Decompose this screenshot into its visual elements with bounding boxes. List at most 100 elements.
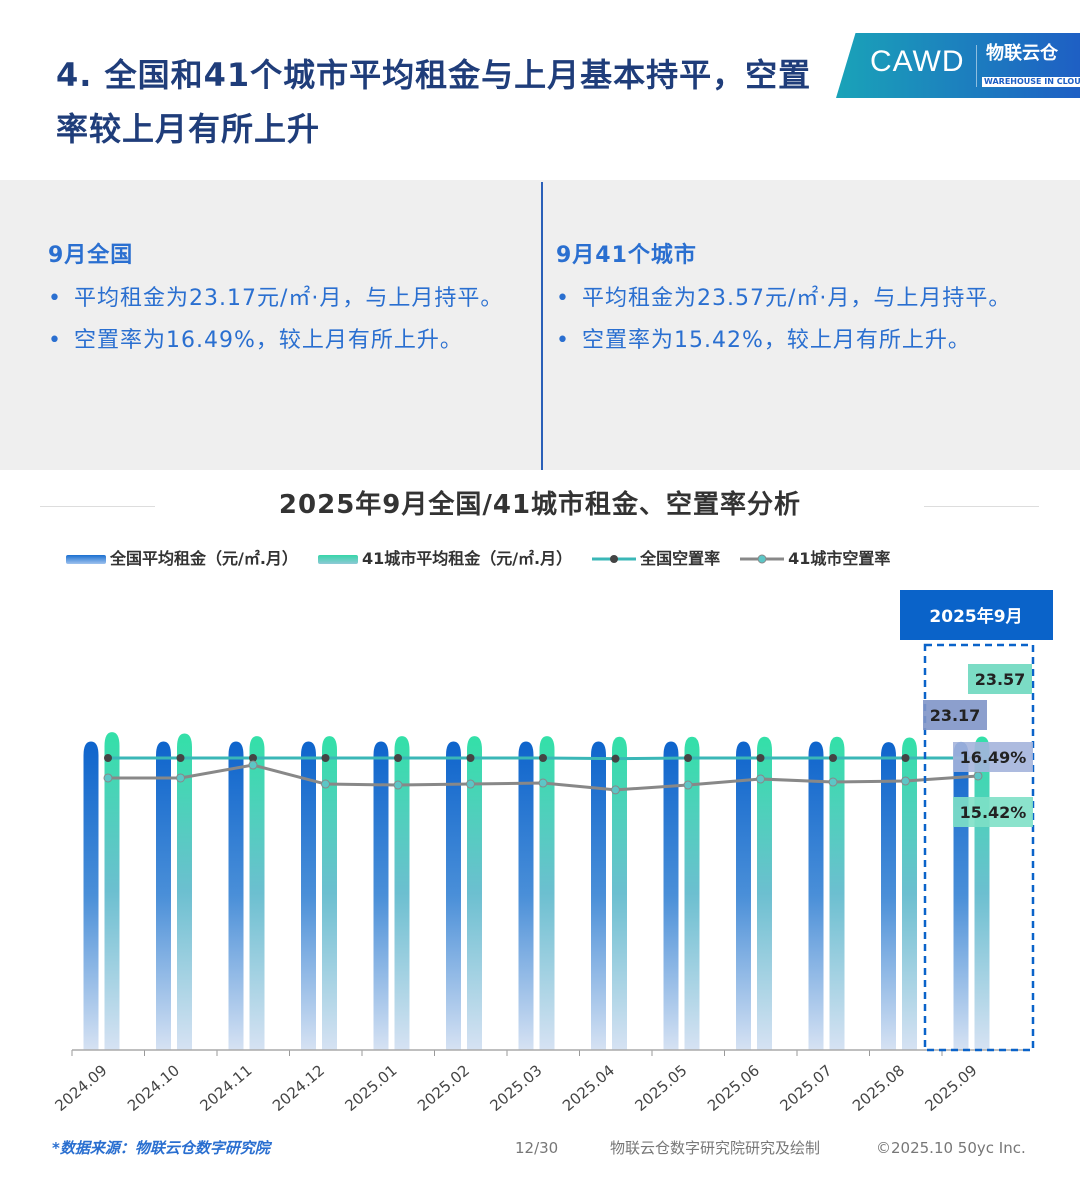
national-rent-bar bbox=[518, 741, 534, 1050]
summary-item: 平均租金为23.17元/㎡·月，与上月持平。 bbox=[48, 278, 528, 320]
title-rule bbox=[924, 506, 1039, 507]
summary-heading: 9月全国 bbox=[48, 243, 134, 268]
national-vacancy-label: 16.49% bbox=[960, 748, 1027, 767]
x-tick-label: 2025.06 bbox=[704, 1061, 763, 1115]
national-vacancy-point bbox=[756, 754, 765, 762]
city-rent-bar bbox=[612, 736, 627, 1050]
legend-line-icon bbox=[592, 555, 637, 563]
x-tick-label: 2025.05 bbox=[631, 1061, 690, 1115]
national-rent-bar bbox=[881, 742, 896, 1050]
logo-brand-en: WAREHOUSE IN CLOUD bbox=[982, 77, 1080, 87]
summary-41-cities: 9月41个城市 平均租金为23.57元/㎡·月，与上月持平。 空置率为15.42… bbox=[556, 238, 1036, 362]
city-vacancy-point bbox=[756, 774, 765, 784]
x-tick-label: 2025.03 bbox=[486, 1061, 545, 1115]
national-vacancy-point bbox=[321, 754, 330, 762]
city-rent-label: 23.57 bbox=[975, 670, 1026, 689]
page-title: 4. 全国和41个城市平均租金与上月基本持平，空置率较上月有所上升 bbox=[56, 56, 812, 148]
national-vacancy-label-box bbox=[953, 742, 1033, 772]
highlight-header-label: 2025年9月 bbox=[929, 606, 1022, 627]
x-tick-label: 2024.11 bbox=[196, 1061, 255, 1115]
city-vacancy-point bbox=[466, 779, 475, 789]
legend-label: 全国平均租金（元/㎡.月） bbox=[110, 549, 298, 568]
x-tick-label: 2025.08 bbox=[849, 1061, 908, 1115]
logo-cawd: CAWD bbox=[870, 45, 965, 78]
national-rent-bar bbox=[373, 741, 389, 1050]
national-vacancy-point bbox=[394, 754, 402, 762]
national-rent-bar bbox=[301, 741, 316, 1050]
summary-item: 空置率为15.42%，较上月有所上升。 bbox=[556, 320, 1036, 362]
national-vacancy-point bbox=[901, 754, 910, 762]
data-source: *数据来源：物联云仓数字研究院 bbox=[52, 1139, 270, 1157]
x-tick-label: 2025.09 bbox=[921, 1061, 980, 1115]
national-rent-bar bbox=[83, 741, 99, 1050]
city-vacancy-point bbox=[393, 780, 403, 790]
city-rent-bar bbox=[394, 736, 410, 1050]
legend-city-vacancy[interactable]: 41城市空置率 bbox=[740, 549, 890, 569]
national-rent-bar bbox=[156, 741, 171, 1050]
city-vacancy-point bbox=[176, 773, 185, 783]
national-rent-bar bbox=[808, 741, 824, 1050]
x-tick-label: 2025.02 bbox=[414, 1061, 473, 1115]
legend-swatch bbox=[66, 554, 106, 564]
city-rent-bar bbox=[249, 736, 265, 1050]
city-vacancy-point bbox=[683, 780, 693, 790]
national-vacancy-point bbox=[829, 754, 837, 762]
x-tick-label: 2025.07 bbox=[776, 1061, 835, 1115]
city-rent-bar bbox=[974, 736, 990, 1050]
national-rent-bar bbox=[228, 741, 244, 1050]
city-rent-bar bbox=[829, 736, 845, 1050]
city-vacancy-point bbox=[828, 777, 838, 787]
national-vacancy-point bbox=[466, 754, 475, 762]
national-rent-bar bbox=[446, 741, 461, 1050]
legend-swatch bbox=[317, 554, 358, 564]
city-vacancy-label: 15.42% bbox=[960, 803, 1027, 822]
summary-heading: 9月41个城市 bbox=[556, 243, 697, 268]
city-vacancy-label-box bbox=[953, 797, 1033, 827]
copyright: ©2025.10 50yc Inc. bbox=[876, 1139, 1026, 1157]
legend-national-rent[interactable]: 全国平均租金（元/㎡.月） bbox=[66, 549, 298, 569]
summary-item: 空置率为16.49%，较上月有所上升。 bbox=[48, 320, 528, 362]
x-tick-label: 2024.12 bbox=[269, 1061, 328, 1115]
city-vacancy-point bbox=[901, 776, 910, 786]
title-rule bbox=[40, 506, 155, 507]
city-rent-bar bbox=[467, 736, 482, 1050]
legend-national-vacancy[interactable]: 全国空置率 bbox=[592, 549, 720, 569]
national-rent-bar bbox=[663, 741, 679, 1050]
x-tick-label: 2025.01 bbox=[341, 1061, 400, 1115]
x-tick-label: 2024.09 bbox=[51, 1061, 110, 1115]
summary-item: 平均租金为23.57元/㎡·月，与上月持平。 bbox=[556, 278, 1036, 320]
chart-legend: 全国平均租金（元/㎡.月） 41城市平均租金（元/㎡.月） 全国空置率 41城市… bbox=[66, 549, 890, 569]
summary-national: 9月全国 平均租金为23.17元/㎡·月，与上月持平。 空置率为16.49%，较… bbox=[48, 238, 528, 362]
city-rent-bar bbox=[757, 736, 772, 1050]
city-rent-bar bbox=[322, 736, 337, 1050]
city-rent-bar bbox=[684, 736, 700, 1050]
city-vacancy-point bbox=[103, 773, 113, 783]
national-rent-label: 23.17 bbox=[930, 706, 981, 725]
credit: 物联云仓数字研究院研究及绘制 bbox=[610, 1139, 821, 1157]
national-vacancy-point bbox=[611, 754, 620, 763]
legend-label: 41城市平均租金（元/㎡.月） bbox=[361, 549, 573, 568]
chart-title: 2025年9月全国/41城市租金、空置率分析 bbox=[278, 490, 802, 520]
national-vacancy-point bbox=[684, 754, 692, 762]
legend-line-icon bbox=[740, 554, 785, 564]
national-rent-bar bbox=[953, 741, 969, 1050]
national-rent-bar bbox=[591, 741, 606, 1050]
legend-label: 全国空置率 bbox=[640, 549, 721, 568]
highlight-header bbox=[900, 590, 1053, 640]
national-vacancy-point bbox=[249, 754, 257, 762]
national-vacancy-point bbox=[176, 754, 185, 762]
city-rent-bar bbox=[177, 733, 192, 1050]
x-tick-label: 2025.04 bbox=[559, 1061, 618, 1115]
national-rent-bar bbox=[736, 741, 751, 1050]
legend-city-rent[interactable]: 41城市平均租金（元/㎡.月） bbox=[317, 549, 573, 569]
city-rent-bar bbox=[902, 737, 917, 1050]
city-rent-bar bbox=[539, 736, 555, 1050]
city-vacancy-point bbox=[248, 760, 258, 770]
city-rent-label-box bbox=[968, 664, 1032, 694]
x-tick-label: 2024.10 bbox=[124, 1061, 183, 1115]
legend-label: 41城市空置率 bbox=[788, 549, 891, 568]
national-rent-label-box bbox=[923, 700, 987, 730]
logo-brand: 物联云仓 bbox=[986, 43, 1058, 64]
page-number: 12/30 bbox=[515, 1139, 559, 1157]
